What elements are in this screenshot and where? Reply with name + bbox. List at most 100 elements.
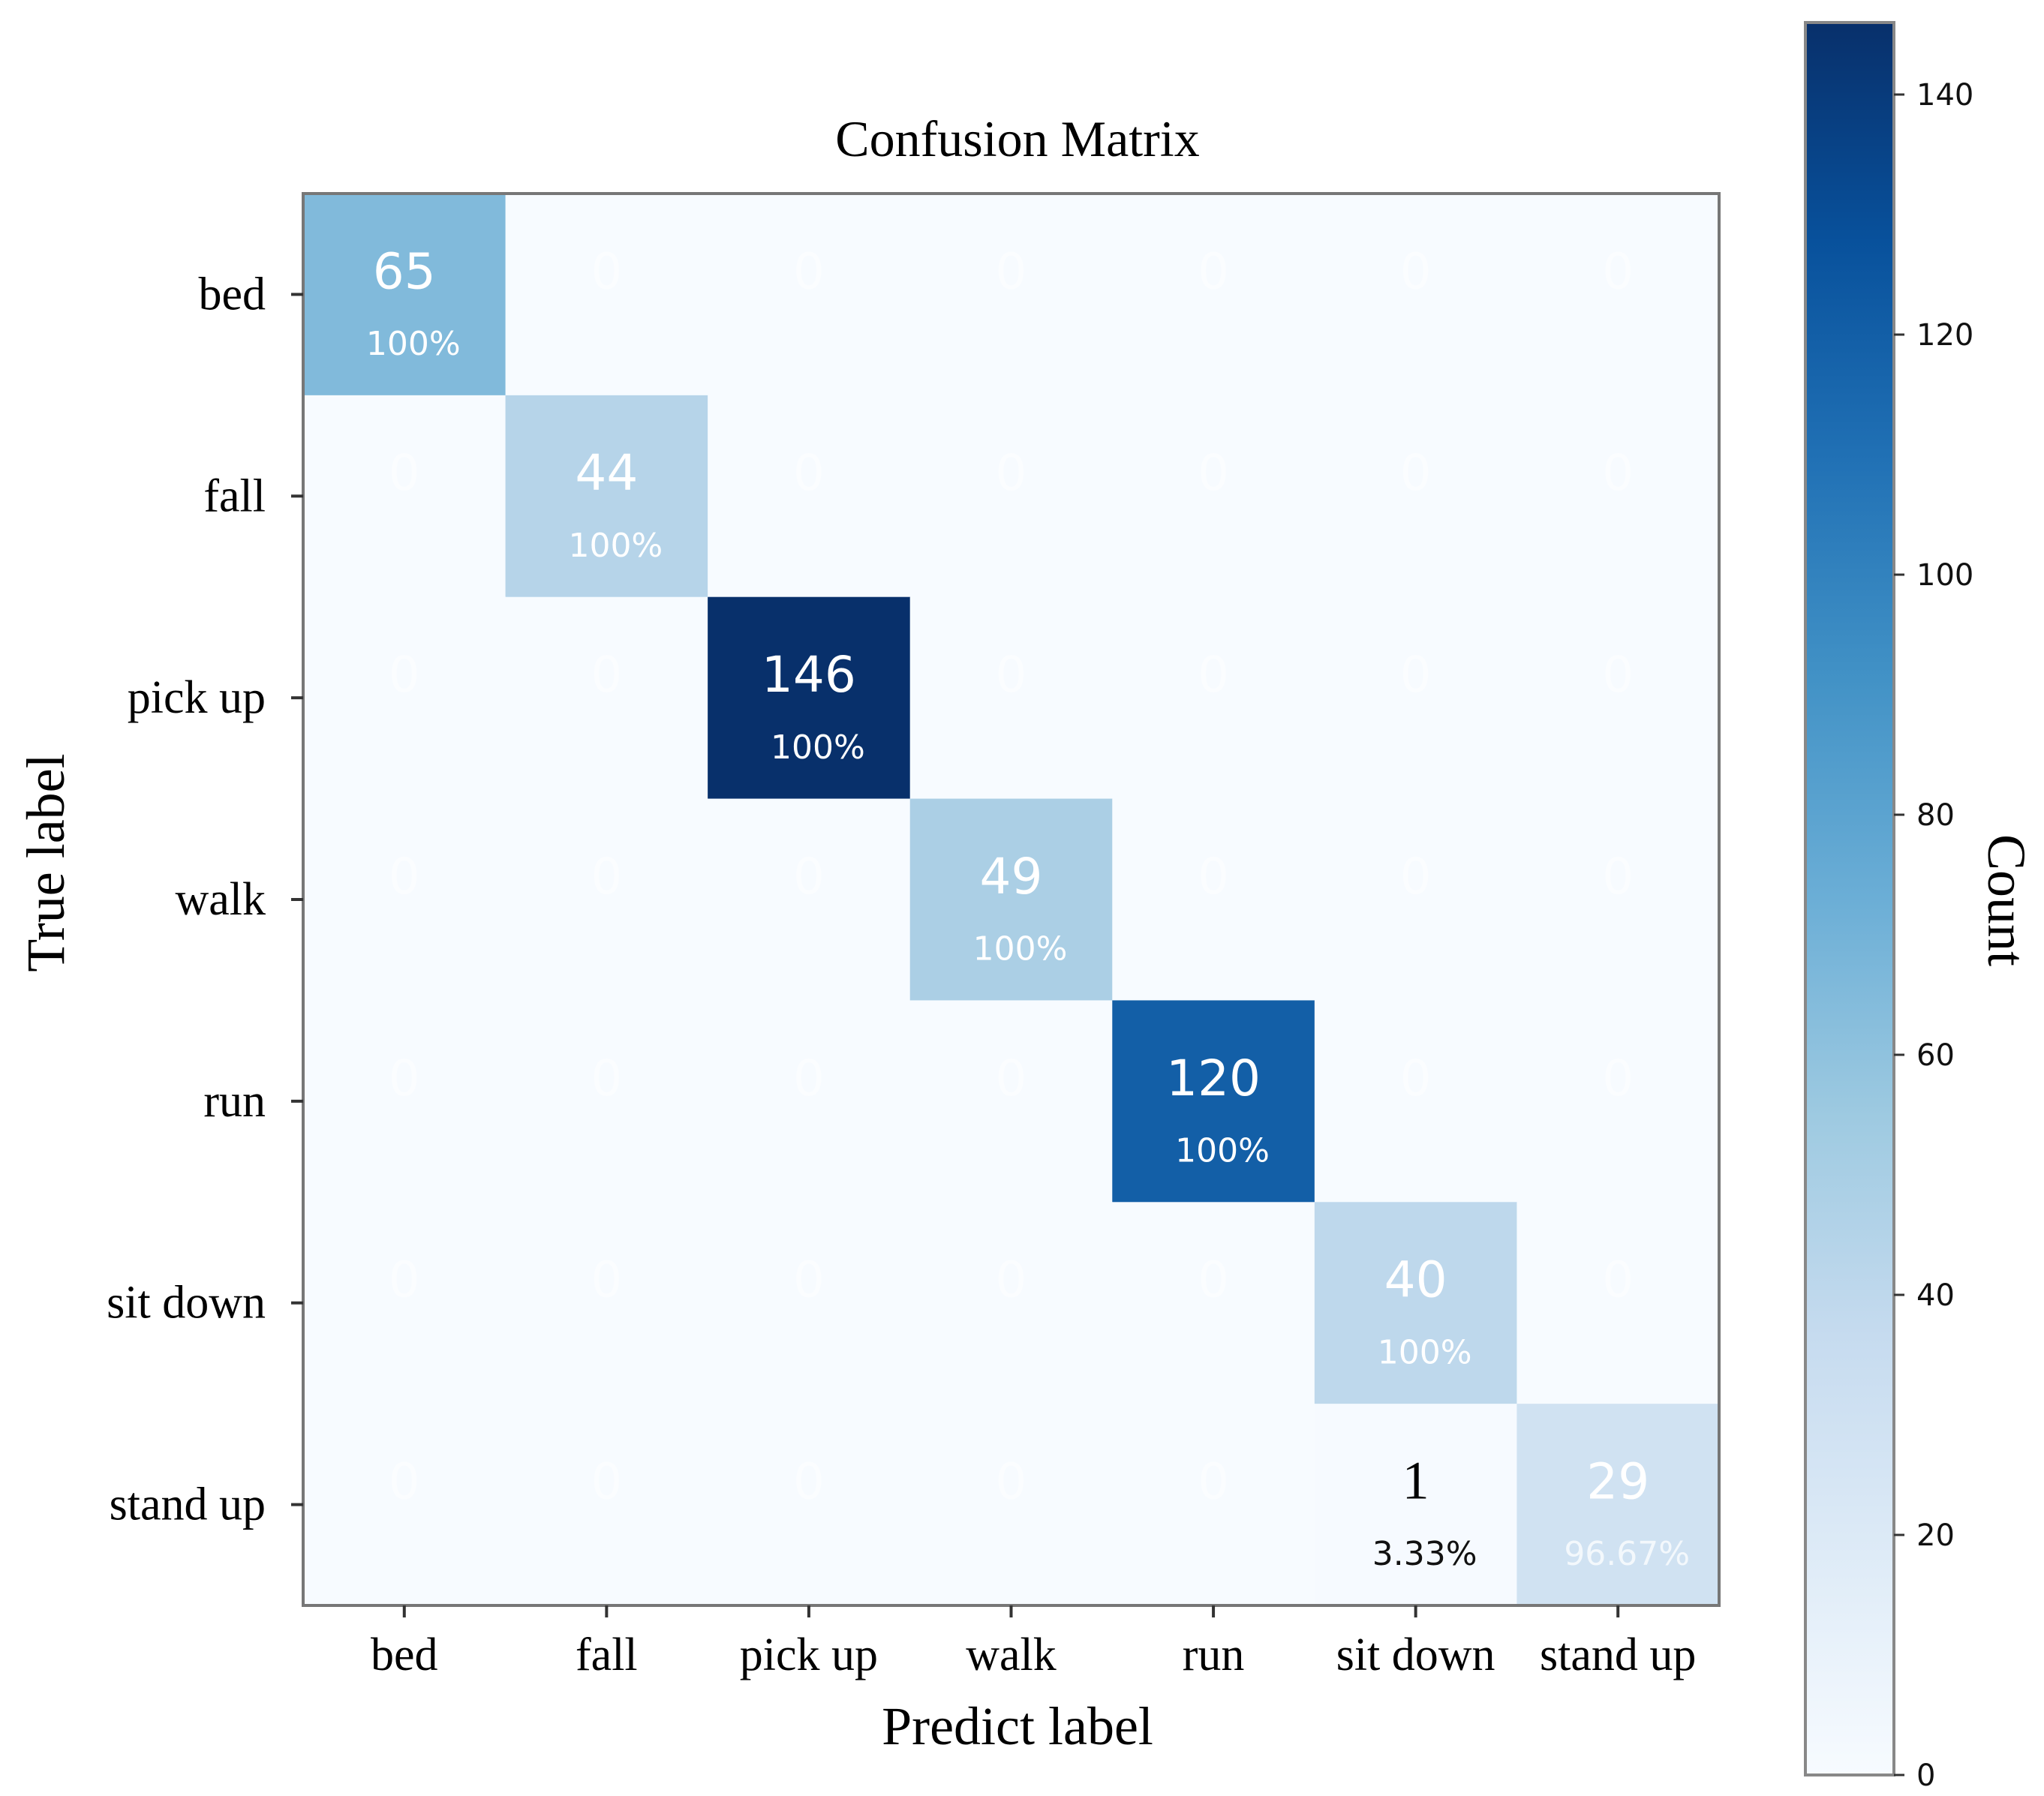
x-tick-label: sit down xyxy=(1336,1629,1495,1680)
heatmap-cell xyxy=(1314,1404,1517,1606)
cell-value: 0 xyxy=(1198,444,1229,502)
cell-percent: 96.67% xyxy=(1564,1535,1690,1573)
y-tick-label: bed xyxy=(198,269,266,320)
colorbar-tick-label: 80 xyxy=(1916,798,1955,833)
cell-value: 0 xyxy=(1400,848,1432,906)
cell-value: 0 xyxy=(1198,1251,1229,1309)
cell-percent: 100% xyxy=(1378,1333,1472,1371)
heatmap-cell xyxy=(708,1404,911,1606)
cell-value: 0 xyxy=(389,444,420,502)
cell-value: 0 xyxy=(389,1251,420,1309)
cell-value: 0 xyxy=(793,242,825,300)
heatmap-cell xyxy=(1314,1000,1517,1203)
cell-value: 0 xyxy=(389,1453,420,1511)
heatmap-cell xyxy=(303,194,506,396)
y-tick-label: sit down xyxy=(107,1278,266,1329)
cell-value: 120 xyxy=(1166,1050,1261,1107)
cell-value: 65 xyxy=(373,242,436,300)
heatmap-cell xyxy=(909,194,1113,396)
cell-value: 0 xyxy=(591,1453,622,1511)
colorbar-tick-label: 120 xyxy=(1916,318,1973,353)
heatmap-cell xyxy=(1112,1404,1315,1606)
cell-value: 29 xyxy=(1586,1453,1649,1511)
heatmap-cell xyxy=(1314,798,1517,1001)
heatmap-cell xyxy=(909,395,1113,598)
cell-value: 0 xyxy=(1602,1050,1634,1107)
colorbar-tick-label: 0 xyxy=(1916,1758,1935,1793)
cell-value: 0 xyxy=(793,444,825,502)
cell-value: 0 xyxy=(996,1050,1027,1107)
heatmap-cell xyxy=(1516,1404,1720,1606)
heatmap-cell xyxy=(303,395,506,598)
x-tick-label: fall xyxy=(576,1629,638,1680)
cell-value: 0 xyxy=(591,1251,622,1309)
heatmap-cell xyxy=(1112,798,1315,1001)
heatmap-cell xyxy=(909,1404,1113,1606)
colorbar-gradient xyxy=(1804,21,1895,1776)
cell-percent: 100% xyxy=(568,527,663,565)
cell-value: 0 xyxy=(591,242,622,300)
heatmap-cells xyxy=(303,194,1720,1606)
cell-value: 0 xyxy=(1602,1251,1634,1309)
heatmap-cell xyxy=(1112,1000,1315,1203)
heatmap-cell xyxy=(708,596,911,800)
colorbar-label: Count xyxy=(1976,834,2036,966)
cell-value: 0 xyxy=(996,646,1027,704)
heatmap-cell xyxy=(303,596,506,800)
colorbar-tick-label: 60 xyxy=(1916,1038,1955,1073)
cell-percent: 100% xyxy=(973,930,1068,969)
heatmap-cell xyxy=(708,395,911,598)
colorbar: 0 20 40 60 80 100 120 140 xyxy=(1804,21,1973,1793)
cell-value: 0 xyxy=(793,1050,825,1107)
heatmap-cell xyxy=(708,1202,911,1404)
cell-value: 0 xyxy=(1198,848,1229,906)
y-tick-label: pick up xyxy=(128,672,266,723)
colorbar-tick-label: 140 xyxy=(1916,78,1973,113)
heatmap-cell xyxy=(909,1000,1113,1203)
heatmap-cell xyxy=(303,1404,506,1606)
colorbar-tick-label: 20 xyxy=(1916,1518,1955,1553)
y-tick-label: stand up xyxy=(110,1479,266,1530)
heatmap-cell xyxy=(303,798,506,1001)
cell-value: 0 xyxy=(793,1453,825,1511)
cell-value: 0 xyxy=(389,848,420,906)
cell-value: 1 xyxy=(1402,1451,1429,1511)
cell-value: 0 xyxy=(1198,1453,1229,1511)
cell-value: 0 xyxy=(1198,242,1229,300)
heatmap-cell xyxy=(1516,395,1720,598)
x-axis: bed fall pick up walk run sit down stand up xyxy=(371,1605,1696,1680)
cell-value: 0 xyxy=(1400,646,1432,704)
cell-value: 0 xyxy=(996,242,1027,300)
chart-title: Confusion Matrix xyxy=(835,110,1199,167)
heatmap-cell xyxy=(505,1404,708,1606)
colorbar-tick-label: 100 xyxy=(1916,558,1973,593)
y-axis-label: True label xyxy=(16,753,76,972)
heatmap-cell-labels: 65 100% 0 0 0 0 0 0 0 44 100% 0 0 0 0 0 0 0 146 100% 0 0 0 0 0 0 0… xyxy=(366,242,1690,1573)
x-tick-label: run xyxy=(1183,1629,1245,1680)
heatmap-cell xyxy=(505,1202,708,1404)
heatmap-cell xyxy=(303,1000,506,1203)
heatmap-cell xyxy=(708,798,911,1001)
heatmap-cell xyxy=(1516,1202,1720,1404)
cell-value: 0 xyxy=(591,848,622,906)
cell-percent: 100% xyxy=(771,728,865,767)
cell-value: 0 xyxy=(1602,444,1634,502)
cell-value: 0 xyxy=(1198,646,1229,704)
heatmap-cell xyxy=(1314,194,1517,396)
cell-value: 49 xyxy=(980,848,1043,906)
cell-value: 40 xyxy=(1384,1251,1447,1309)
heatmap-cell xyxy=(505,798,708,1001)
cell-value: 0 xyxy=(996,1453,1027,1511)
heatmap-cell xyxy=(505,596,708,800)
heatmap-cell xyxy=(708,1000,911,1203)
heatmap-cell xyxy=(505,1000,708,1203)
heatmap-cell xyxy=(1314,395,1517,598)
x-axis-label: Predict label xyxy=(882,1696,1153,1756)
heatmap-cell xyxy=(505,395,708,598)
cell-value: 146 xyxy=(762,646,856,704)
y-tick-label: walk xyxy=(175,874,266,925)
cell-value: 44 xyxy=(575,444,638,502)
heatmap-cell xyxy=(909,798,1113,1001)
heatmap-cell xyxy=(1516,1000,1720,1203)
